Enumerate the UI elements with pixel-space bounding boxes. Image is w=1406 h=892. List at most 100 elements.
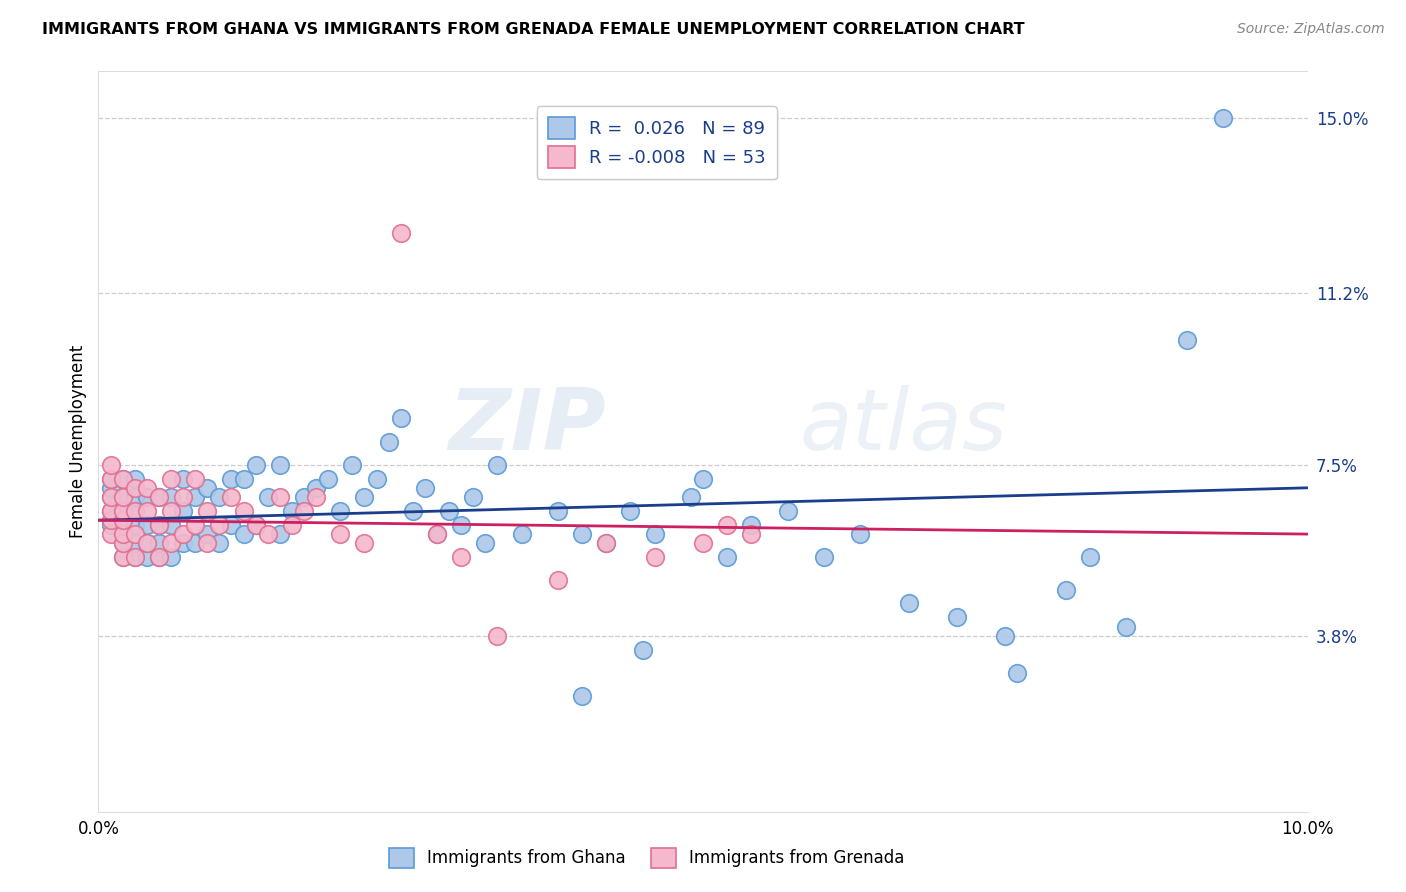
Point [124,550,146,565]
Point [232,472,254,486]
Point [124,490,146,504]
Point [644,527,666,541]
Point [100,527,122,541]
Point [281,504,304,518]
Point [100,517,122,532]
Point [148,536,170,550]
Point [135,517,157,532]
Point [184,472,207,486]
Point [342,458,364,472]
Point [377,434,399,449]
Point [366,472,388,486]
Point [631,642,654,657]
Point [100,513,122,527]
Point [172,472,194,486]
Point [160,490,183,504]
Point [111,536,134,550]
Point [849,527,872,541]
Point [571,527,593,541]
Point [111,550,134,565]
Point [124,504,146,518]
Point [1115,619,1137,633]
Point [195,504,218,518]
Point [160,517,183,532]
Point [111,513,134,527]
Text: ZIP: ZIP [449,385,606,468]
Point [1007,665,1029,680]
Legend: R =  0.026   N = 89, R = -0.008   N = 53: R = 0.026 N = 89, R = -0.008 N = 53 [537,106,776,179]
Point [100,472,122,486]
Point [595,536,617,550]
Y-axis label: Female Unemployment: Female Unemployment [69,345,87,538]
Point [269,458,291,472]
Point [184,517,207,532]
Point [135,536,157,550]
Point [124,550,146,565]
Point [135,550,157,565]
Point [644,550,666,565]
Point [111,490,134,504]
Point [148,517,170,532]
Legend: Immigrants from Ghana, Immigrants from Grenada: Immigrants from Ghana, Immigrants from G… [382,841,911,875]
Point [111,472,134,486]
Point [100,504,122,518]
Point [172,490,194,504]
Text: IMMIGRANTS FROM GHANA VS IMMIGRANTS FROM GRENADA FEMALE UNEMPLOYMENT CORRELATION: IMMIGRANTS FROM GHANA VS IMMIGRANTS FROM… [42,22,1025,37]
Point [595,536,617,550]
Point [269,527,291,541]
Point [571,689,593,703]
Point [292,490,315,504]
Point [776,504,799,518]
Point [184,536,207,550]
Point [111,536,134,550]
Text: atlas: atlas [800,385,1008,468]
Point [148,517,170,532]
Point [426,527,449,541]
Point [402,504,425,518]
Point [547,574,569,588]
Point [353,536,375,550]
Point [100,490,122,504]
Point [1054,582,1077,597]
Point [100,472,122,486]
Point [679,490,702,504]
Point [111,472,134,486]
Point [111,504,134,518]
Point [160,550,183,565]
Point [245,517,267,532]
Point [100,490,122,504]
Point [994,629,1017,643]
Point [160,504,183,518]
Point [111,550,134,565]
Point [172,504,194,518]
Point [208,517,231,532]
Point [692,536,714,550]
Point [195,536,218,550]
Point [437,504,460,518]
Point [160,472,183,486]
Point [124,517,146,532]
Point [329,504,352,518]
Point [450,517,472,532]
Point [148,550,170,565]
Point [111,527,134,541]
Point [716,517,738,532]
Point [111,490,134,504]
Point [486,458,509,472]
Point [160,536,183,550]
Point [221,490,243,504]
Point [245,458,267,472]
Point [413,481,436,495]
Point [208,536,231,550]
Point [111,504,134,518]
Point [946,610,969,624]
Point [426,527,449,541]
Point [389,411,412,425]
Point [100,458,122,472]
Text: Source: ZipAtlas.com: Source: ZipAtlas.com [1237,22,1385,37]
Point [450,550,472,565]
Point [305,481,328,495]
Point [100,481,122,495]
Point [148,550,170,565]
Point [305,490,328,504]
